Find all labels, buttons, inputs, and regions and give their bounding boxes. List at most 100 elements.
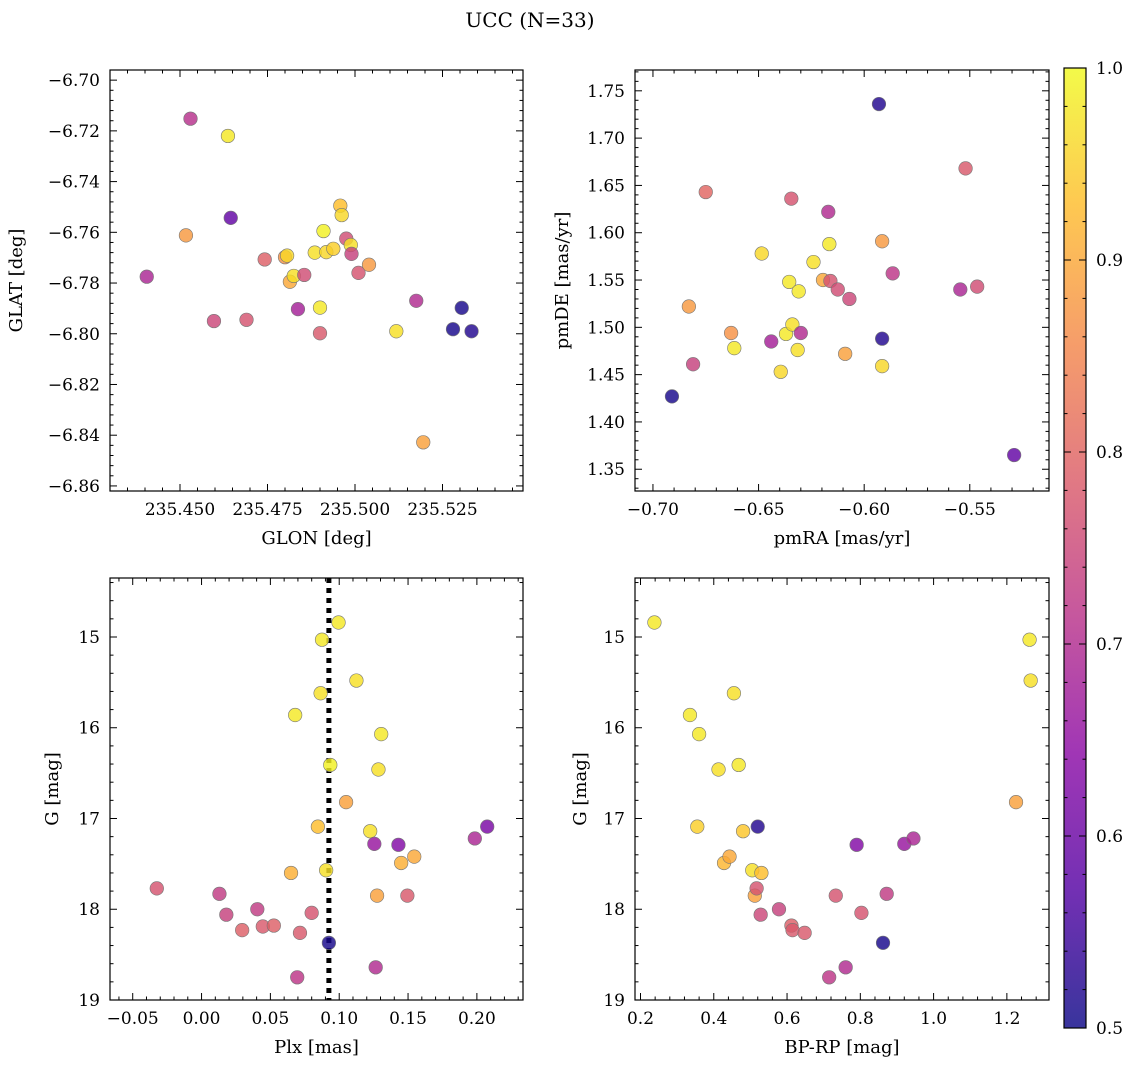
x-tick-label: 1.0 [920,1009,947,1029]
data-points [664,96,1022,463]
x-axis-label: pmRA [mas/yr] [774,528,911,549]
data-point [212,886,227,901]
data-point [797,925,812,940]
data-point [371,762,386,777]
y-axis-label: GLAT [deg] [6,229,27,333]
y-tick-label: 1.35 [587,460,625,480]
data-point [771,902,787,917]
data-point [711,762,726,777]
data-point [321,935,336,950]
data-point [139,269,154,284]
data-point [223,210,238,225]
data-point [283,865,299,881]
data-point [338,795,354,810]
data-point [664,389,680,404]
data-point [791,284,806,299]
data-point [368,960,383,975]
data-point [754,246,769,261]
y-tick-label: 17 [78,809,100,829]
data-point [363,824,378,839]
y-tick-label: 1.75 [587,82,625,102]
data-point [726,686,742,701]
data-point [316,223,331,239]
data-point [290,970,305,985]
scatter-panel-1: 235.450 235.475 235.500 235.525 −6.86 −6.84 −6… [6,69,524,549]
y-tick-label: 19 [603,991,625,1011]
data-point [407,849,422,864]
data-point [682,707,698,723]
data-point [692,726,707,742]
colorbar-frame [1063,67,1087,1029]
data-point [313,686,328,701]
y-tick-label: −6.74 [48,173,100,193]
data-point [250,902,265,917]
y-tick-label: 1.70 [587,129,625,149]
x-tick-label: 1.2 [993,1009,1020,1029]
data-point [416,435,431,450]
data-point [235,923,250,938]
data-point [838,960,853,975]
axis-ticks [109,69,523,491]
data-point [830,282,845,297]
data-points [139,111,479,450]
data-point [369,888,385,903]
data-point [879,886,894,901]
data-point [445,322,461,337]
y-tick-label: −6.82 [48,375,100,395]
data-point [822,236,837,252]
data-point [875,331,890,346]
data-point [785,923,800,938]
data-point [400,888,415,903]
data-point [1022,632,1037,647]
figure-title: UCC (N=33) [465,8,594,32]
x-tick-label: 0.05 [251,1009,289,1029]
data-point [391,837,406,852]
y-tick-label: −6.80 [48,325,100,345]
axes-frame [634,69,1050,492]
x-tick-label: 235.500 [320,500,390,520]
data-point [219,907,234,922]
colorbar: 0.5 0.6 0.7 0.8 0.9 1.0 [1063,59,1123,1039]
y-tick-label: 18 [603,900,625,920]
data-point [790,342,805,358]
data-point [288,707,303,723]
data-point [698,184,713,200]
x-tick-label: 235.525 [407,500,477,520]
data-point [331,615,346,630]
colorbar-tick-label: 1.0 [1096,59,1123,79]
data-point [681,299,696,314]
data-point [727,341,742,356]
x-axis-label: BP-RP [mag] [784,1037,899,1058]
data-point [838,346,853,361]
data-point [319,863,334,878]
data-point [784,191,799,206]
colorbar-tick-label: 0.5 [1096,1019,1123,1039]
y-tick-label: 1.55 [587,271,625,291]
data-point [323,757,338,773]
y-tick-label: 17 [603,809,625,829]
y-tick-label: 15 [78,628,100,648]
x-tick-label: −0.60 [838,500,890,520]
data-point [467,831,482,846]
data-point [849,837,864,852]
data-point [312,300,328,315]
y-tick-label: 18 [78,900,100,920]
y-tick-label: 15 [603,628,625,648]
data-point [326,241,341,256]
scatter-panel-4: 0.2 0.4 0.6 0.8 1.0 1.2 15 16 17 18 19 BP-RP [mag] G… [570,577,1050,1058]
axes-frame [109,69,524,492]
x-axis-label: Plx [mas] [274,1037,359,1058]
y-axis-label: G [mag] [42,752,63,825]
x-tick-label: 0.8 [847,1009,874,1029]
data-point [875,234,890,249]
data-point [394,855,409,871]
x-tick-label: 0.00 [183,1009,221,1029]
y-tick-label: 19 [78,991,100,1011]
data-point [206,313,222,329]
x-axis-label: GLON [deg] [261,528,371,549]
data-points [149,615,495,985]
colorbar-tick-label: 0.9 [1096,251,1123,271]
y-axis-label: G [mag] [570,752,591,825]
data-point [854,905,869,920]
data-point [842,291,857,307]
